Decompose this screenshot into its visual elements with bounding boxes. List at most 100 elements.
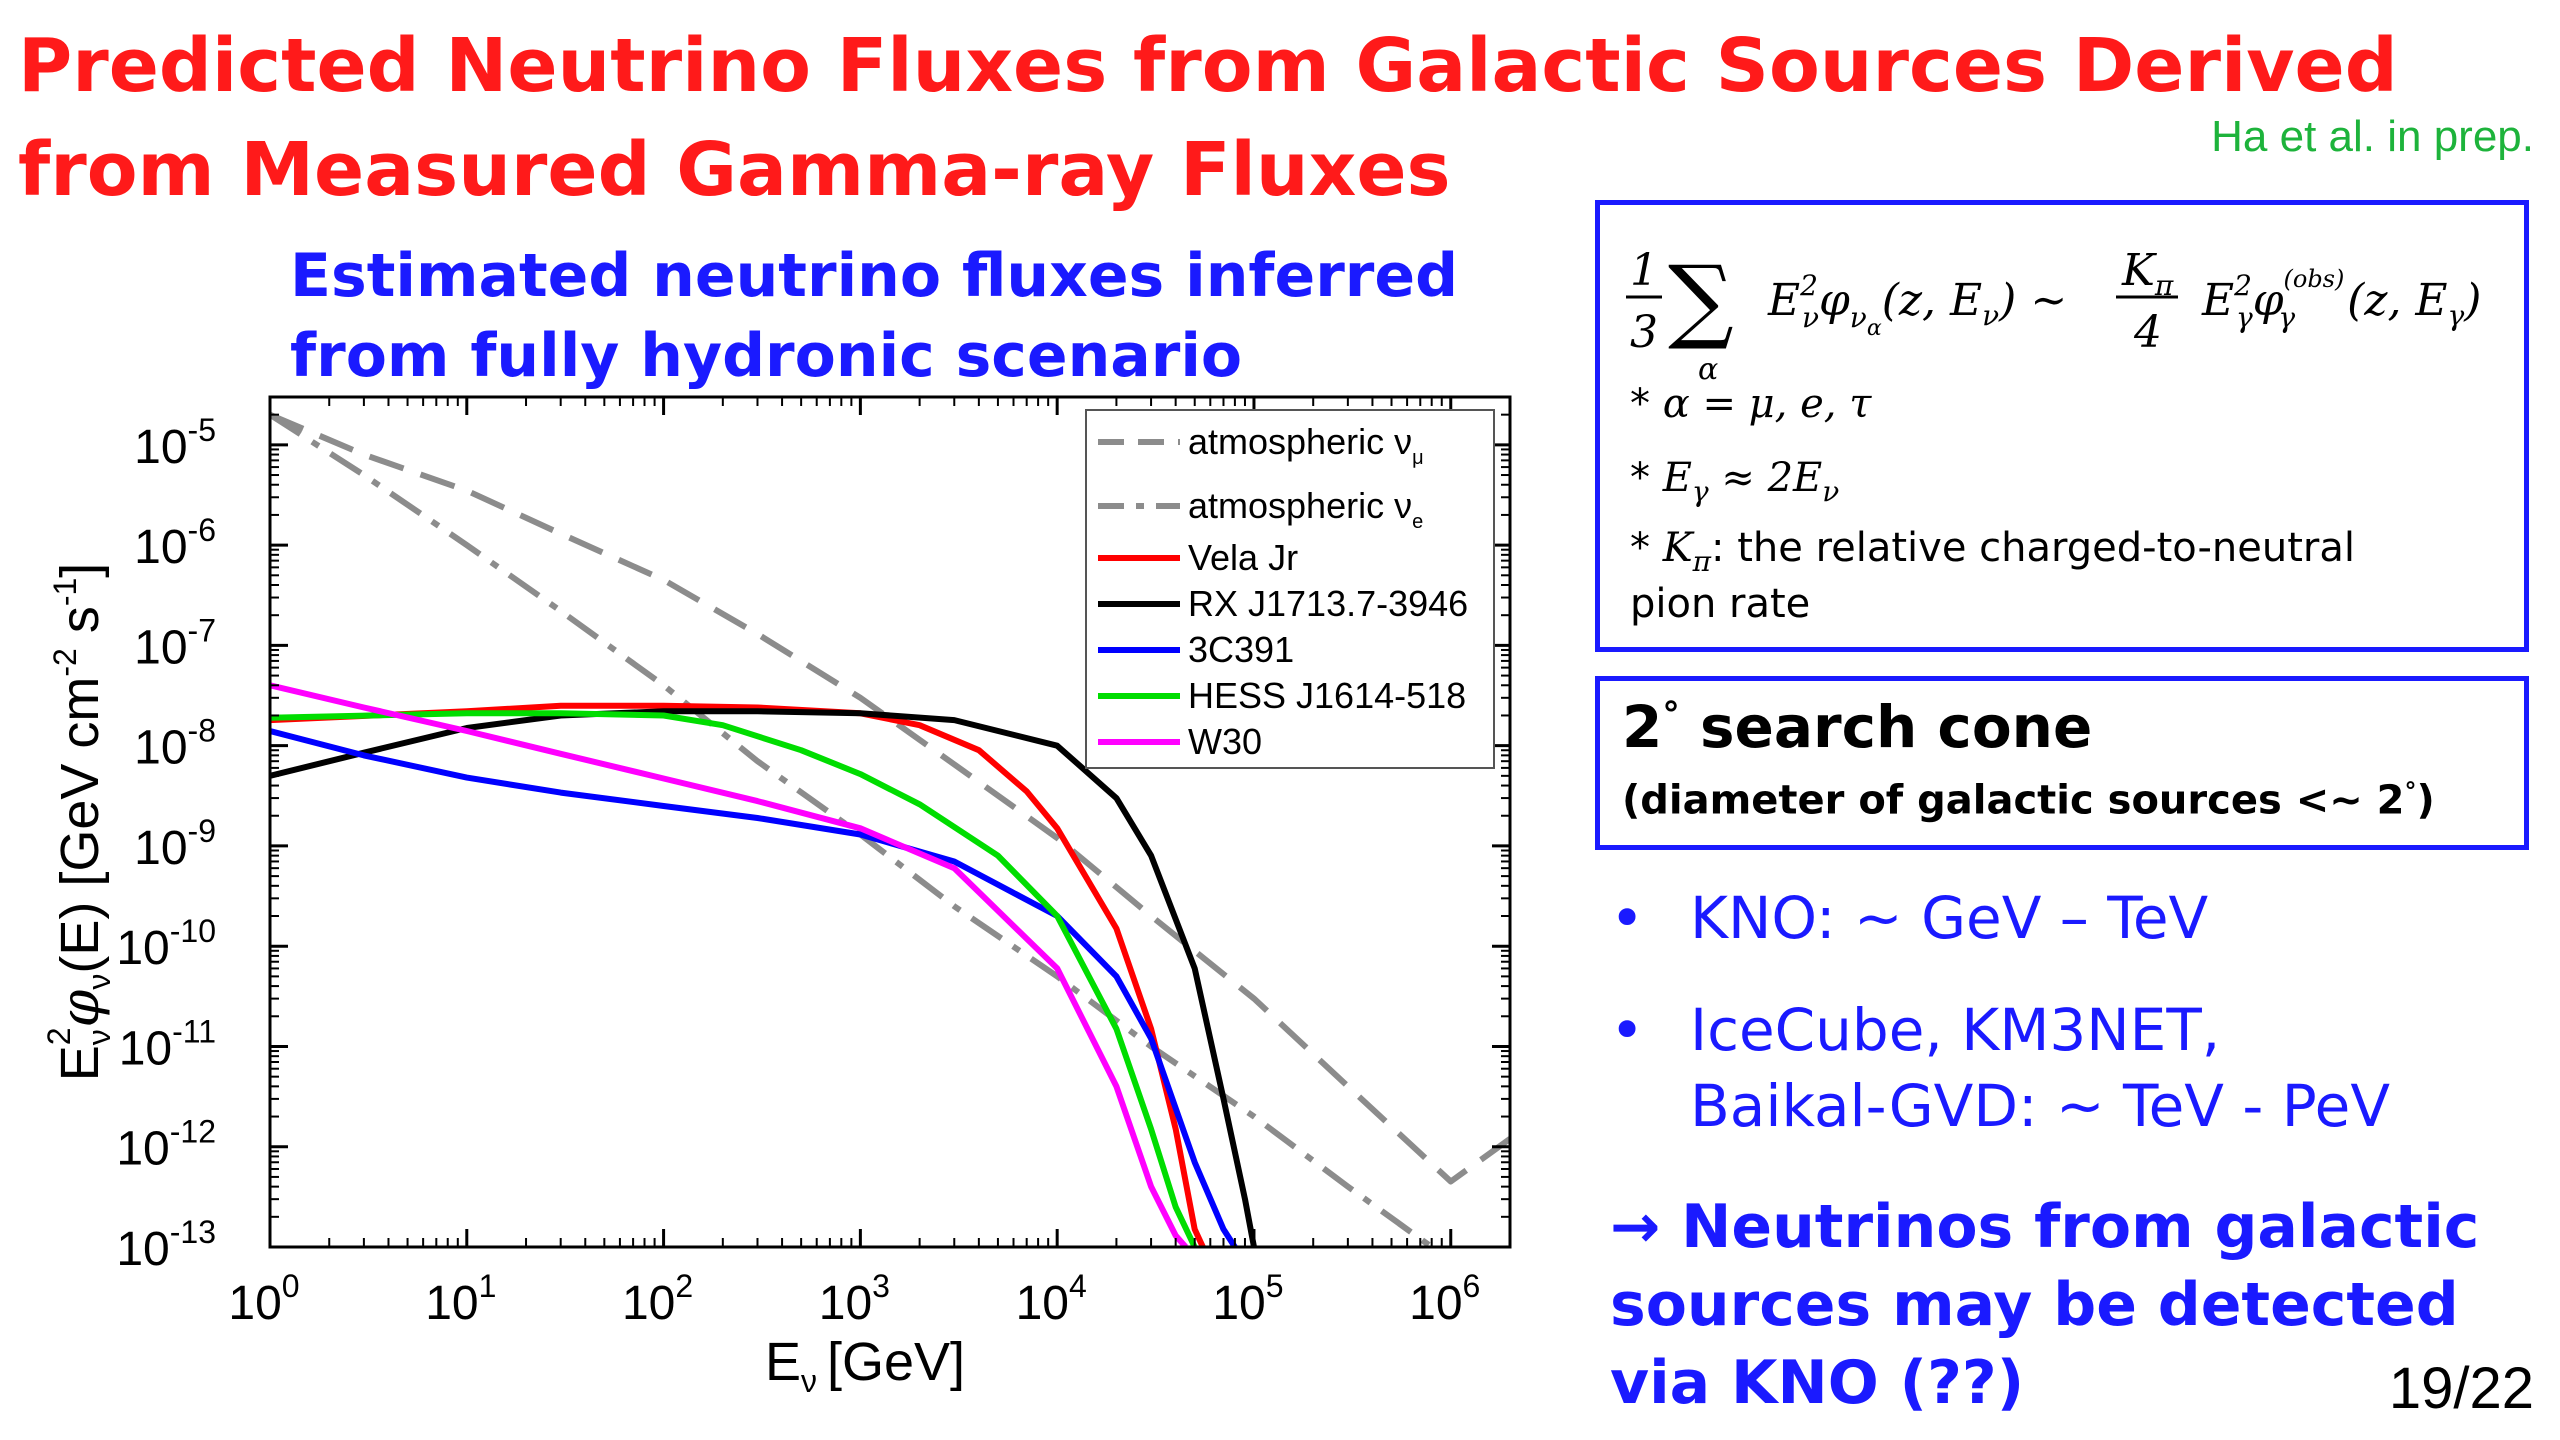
flux-relation-equation: 1 3 ∑ α E2 νφνα(z, Eν) ~ Kπ 4 E2 γφ(obs) γ(… — [1622, 227, 2522, 398]
eq-sum-sign: ∑ — [1668, 246, 1734, 353]
kpi-note-k: K — [1662, 525, 1693, 571]
y-tick-label: 10-9 — [134, 813, 216, 875]
series-line-5 — [270, 710, 1198, 1247]
eq-rhs: E2 γφ(obs) γ (z, Eγ) — [2201, 265, 2481, 334]
search-cone-subtitle: (diameter of galactic sources <~ 2°) — [1622, 777, 2435, 823]
legend-label-5: HESS J1614-518 — [1188, 675, 1466, 716]
series-line-2 — [270, 702, 1206, 1247]
x-axis-label-unit: [GeV] — [827, 1332, 965, 1392]
y-axis-label-close: ] — [50, 563, 110, 578]
y-tick-label: 10-12 — [116, 1114, 216, 1176]
equation-svg: 1 3 ∑ α E2 νφνα(z, Eν) ~ Kπ 4 E2 γφ(obs) γ(… — [1626, 245, 2481, 387]
egamma-note: * Eγ ≈ 2Eν — [1630, 455, 1840, 508]
y-tick-label: 10-7 — [134, 612, 216, 674]
y-tick-label: 10-8 — [134, 713, 216, 775]
x-tick-label: 106 — [1409, 1268, 1480, 1330]
y-axis-label-rest: (E) [GeV cm — [50, 677, 110, 974]
eq-lhs: E2 νφνα(z, Eν) ~ — [1767, 269, 2067, 341]
legend-label-6: W30 — [1188, 721, 1262, 762]
conclusion: → Neutrinos from galactic sources may be… — [1610, 1188, 2479, 1422]
slide-title: Predicted Neutrino Fluxes from Galactic … — [18, 14, 2398, 222]
x-tick-label: 101 — [425, 1268, 496, 1330]
legend-label-4: 3C391 — [1188, 629, 1294, 670]
flux-chart: 100 101 102 103 104 105 106 10-5 10-6 10-7 10-8 10-… — [41, 395, 1512, 1399]
x-tick-label: 103 — [819, 1268, 890, 1330]
series-line-4 — [270, 728, 1238, 1247]
y-tick-label: 10-5 — [134, 412, 216, 474]
cone-subtitle-text: (diameter of galactic sources <~ 2 — [1622, 777, 2405, 824]
kpi-note-line2: pion rate — [1630, 581, 1811, 627]
alpha-note: * α = μ, e, τ — [1630, 381, 1872, 427]
egamma-note-rel: ≈ 2E — [1721, 455, 1823, 501]
x-tick-label: 102 — [622, 1268, 693, 1330]
x-tick-label: 104 — [1016, 1268, 1087, 1330]
series-line-6 — [270, 682, 1188, 1247]
y-axis-label-main: E — [50, 1045, 110, 1081]
eq-frac-den: 3 — [1630, 307, 1658, 358]
bullet-dot-icon: • — [1610, 884, 1645, 952]
x-axis-label-main: E — [765, 1332, 801, 1392]
eq-kpi-num: Kπ — [2121, 245, 2174, 302]
chart-caption-line-1: Estimated neutrino fluxes inferred — [290, 241, 1459, 311]
eq-kpi-den: 4 — [2133, 307, 2162, 358]
credit: Ha et al. in prep. — [2211, 112, 2534, 161]
y-axis-label-sup-2: 2 — [41, 1027, 77, 1045]
kpi-note: * Kπ: the relative charged-to-neutral — [1630, 525, 2355, 578]
bullet-dot-icon: • — [1610, 996, 1645, 1064]
y-axis-label-sub-nu-2: ν — [81, 974, 117, 990]
kpi-note-text: : the relative charged-to-neutral — [1711, 525, 2355, 571]
kpi-note-sub: π — [1692, 545, 1712, 578]
page-number: 19/22 — [2388, 1356, 2534, 1421]
axis-ticks: 100 101 102 103 104 105 106 10-5 10-6 10-7 10-8 10-… — [116, 397, 1510, 1330]
y-axis-label-sup-neg2: -2 — [47, 648, 83, 676]
legend-label-3: RX J1713.7-3946 — [1188, 583, 1468, 624]
legend-box — [1085, 409, 1495, 769]
y-tick-label: 10-10 — [116, 913, 216, 975]
x-axis-label-sub: ν — [801, 1363, 817, 1399]
y-axis-label-phi: φ — [48, 989, 111, 1027]
egamma-note-sub: γ — [1691, 475, 1709, 508]
egamma-note-e: E — [1662, 455, 1692, 501]
eq-sum-index: α — [1698, 352, 1718, 387]
conclusion-line-2: sources may be detected — [1610, 1270, 2459, 1340]
bullet-icecube-text: IceCube, KM3NET, — [1690, 996, 2221, 1064]
conclusion-line-1: → Neutrinos from galactic — [1610, 1192, 2480, 1262]
bullet-kno-text: KNO: ~ GeV – TeV — [1690, 884, 2209, 952]
cone-degree-symbol: ° — [1662, 695, 1680, 736]
search-cone-title: 2° search cone — [1622, 693, 2092, 761]
cone-subtitle-end: ) — [2416, 777, 2435, 824]
conclusion-line-3: via KNO (??) — [1610, 1348, 2025, 1418]
chart-caption-line-2: from fully hydronic scenario — [290, 321, 1243, 391]
legend-label-1: atmospheric νe — [1188, 485, 1423, 533]
y-tick-label: 10-11 — [119, 1013, 216, 1075]
bullet-baikal-text: Baikal-GVD: ~ TeV - PeV — [1690, 1072, 2391, 1140]
bullet-icecube: • IceCube, KM3NET, Baikal-GVD: ~ TeV - PeV — [1610, 992, 2390, 1144]
legend-label-0: atmospheric νμ — [1188, 421, 1424, 469]
x-tick-label: 105 — [1212, 1268, 1283, 1330]
y-axis-label: Eν2φν(E) [GeV cm-2 s-1] — [41, 563, 117, 1082]
alpha-note-text: α = μ, e, τ — [1662, 381, 1872, 427]
series-line-0 — [270, 411, 1510, 1185]
eq-frac-num: 1 — [1630, 245, 1658, 296]
formula-box: 1 3 ∑ α E2 νφνα(z, Eν) ~ Kπ 4 E2 γφ(obs) γ(… — [1595, 200, 2529, 652]
x-axis-label: Eν [GeV] — [765, 1332, 965, 1399]
detector-bullets: • KNO: ~ GeV – TeV • IceCube, KM3NET, Baika… — [1610, 880, 2390, 1180]
chart-caption: Estimated neutrino fluxes inferred from … — [290, 236, 1458, 396]
x-tick-label: 100 — [228, 1268, 299, 1330]
egamma-note-sub2: ν — [1822, 475, 1840, 508]
cone-title-text: search cone — [1699, 693, 2093, 761]
search-cone-box: 2° search cone (diameter of galactic sou… — [1595, 676, 2529, 850]
slide-title-line-2: from Measured Gamma-ray Fluxes — [18, 127, 1451, 213]
y-axis-label-sub-nu: ν — [81, 1029, 117, 1045]
y-axis-label-sup-neg1: -1 — [47, 578, 83, 606]
cone-degree-value: 2 — [1622, 693, 1663, 761]
cone-subtitle-degree: ° — [2404, 777, 2417, 805]
series-line-3 — [270, 708, 1257, 1247]
y-tick-label: 10-6 — [134, 512, 216, 574]
plot-frame — [268, 395, 1512, 1249]
y-axis-label-s: s — [50, 606, 110, 648]
bullet-kno: • KNO: ~ GeV – TeV — [1610, 880, 2390, 956]
y-tick-label: 10-13 — [116, 1214, 216, 1276]
chart-series-group — [270, 411, 1510, 1247]
